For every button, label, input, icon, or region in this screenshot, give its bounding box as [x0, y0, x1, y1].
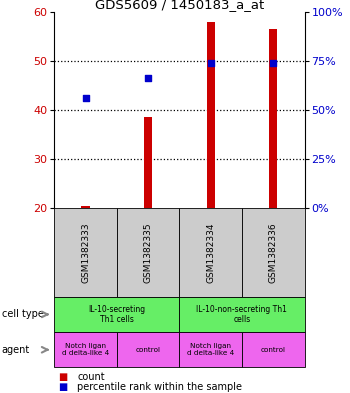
Bar: [82, 206, 90, 208]
Point: [83, 95, 88, 101]
Text: IL-10-non-secreting Th1
cells: IL-10-non-secreting Th1 cells: [196, 305, 287, 324]
Text: GSM1382335: GSM1382335: [144, 222, 153, 283]
Bar: [269, 29, 277, 208]
Text: ■: ■: [58, 372, 67, 382]
Title: GDS5609 / 1450183_a_at: GDS5609 / 1450183_a_at: [95, 0, 264, 11]
Text: Notch ligan
d delta-like 4: Notch ligan d delta-like 4: [62, 343, 109, 356]
Bar: [117, 208, 179, 297]
Bar: [179, 208, 242, 297]
Bar: [54, 208, 117, 297]
Point: [271, 60, 276, 66]
Text: Notch ligan
d delta-like 4: Notch ligan d delta-like 4: [187, 343, 234, 356]
Bar: [179, 332, 242, 367]
Point: [145, 75, 151, 81]
Bar: [242, 208, 304, 297]
Bar: [54, 297, 179, 332]
Text: GSM1382336: GSM1382336: [269, 222, 278, 283]
Bar: [117, 332, 179, 367]
Text: agent: agent: [2, 345, 30, 355]
Text: IL-10-secreting
Th1 cells: IL-10-secreting Th1 cells: [88, 305, 145, 324]
Text: control: control: [261, 347, 286, 353]
Text: count: count: [77, 372, 105, 382]
Bar: [242, 332, 304, 367]
Text: percentile rank within the sample: percentile rank within the sample: [77, 382, 242, 392]
Text: ■: ■: [58, 382, 67, 392]
Bar: [206, 22, 215, 208]
Text: control: control: [135, 347, 161, 353]
Text: GSM1382333: GSM1382333: [81, 222, 90, 283]
Bar: [54, 332, 117, 367]
Text: cell type: cell type: [2, 309, 44, 320]
Text: GSM1382334: GSM1382334: [206, 222, 215, 283]
Bar: [179, 297, 304, 332]
Bar: [144, 118, 152, 208]
Point: [208, 60, 213, 66]
